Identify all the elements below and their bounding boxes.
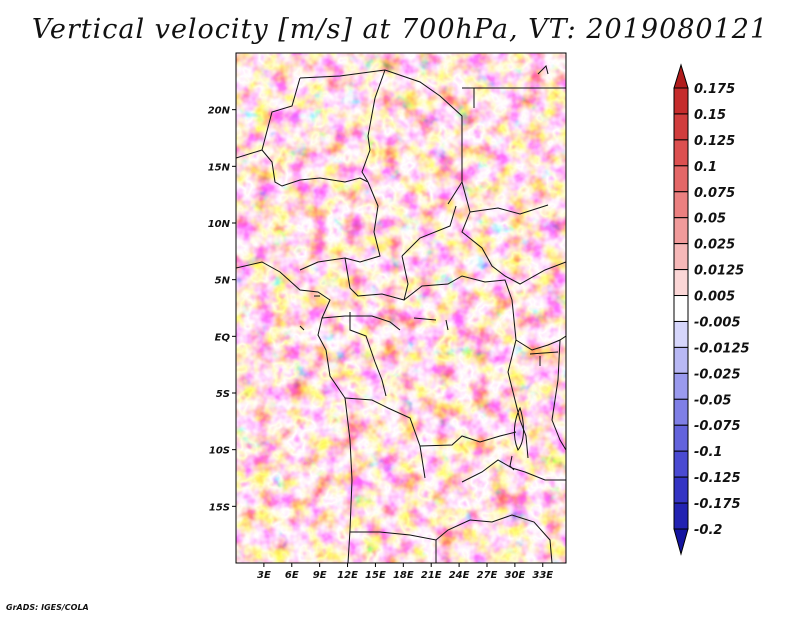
lon-tick-label: 33E [532,570,553,581]
colorbar-label: -0.075 [694,419,741,434]
colorbar-label: -0.125 [694,471,741,486]
colorbar-label: -0.0125 [694,341,750,356]
colorbar-label: -0.005 [694,315,741,330]
lon-tick-label: 27E [477,570,498,581]
colorbar-segment [673,502,689,530]
colorbar-segment [673,269,689,297]
lon-tick-label: 12E [337,570,358,581]
colorbar-label: 0.005 [694,290,735,305]
map-frame [235,52,567,564]
lon-tick-label: 21E [421,570,442,581]
colorbar-label: 0.05 [694,212,726,227]
colorbar-label: -0.025 [694,367,741,382]
colorbar-segment [673,476,689,504]
colorbar-segment [673,320,689,348]
chart-title: Vertical velocity [m/s] at 700hPa, VT: 2… [31,14,769,45]
lon-tick-label: 15E [365,570,386,581]
colorbar-segment [673,450,689,478]
colorbar-under-triangle [673,528,689,556]
lat-tick-label: 15N [208,162,231,173]
colorbar-segment [673,165,689,193]
colorbar-segment [673,113,689,141]
lon-tick-label: 30E [504,570,525,581]
colorbar-label: -0.2 [694,523,722,538]
colorbar: 0.175 0.15 0.125 0.1 0.075 0.05 0.025 0.0125 0.0… [673,63,750,556]
lat-tick-label: 20N [208,106,231,117]
colorbar-segment [673,217,689,245]
lat-tick-label: 15S [209,502,230,513]
colorbar-segment [673,372,689,400]
lon-tick-label: 18E [393,570,414,581]
map-panel: 20N 15N 10N 5N EQ 5S 10S 15S 3E 6E 9E 12E 15E 18E 21E… [208,52,567,581]
footer-credit: GrADS: IGES/COLA [6,603,89,612]
colorbar-label: -0.175 [694,497,741,512]
lon-tick-label: 3E [257,570,271,581]
lat-tick-label: 5N [215,276,231,287]
colorbar-label: 0.0125 [694,264,744,279]
velocity-field [236,53,566,563]
colorbar-segment [673,139,689,167]
colorbar-segment [673,424,689,452]
lon-tick-label: 24E [449,570,470,581]
colorbar-segment [673,191,689,219]
colorbar-label: 0.075 [694,186,735,201]
lat-tick-label: 5S [216,389,230,400]
lat-tick-label: 10S [209,446,230,457]
colorbar-label: 0.1 [694,160,717,175]
colorbar-over-triangle [673,63,689,89]
colorbar-segment [673,398,689,426]
longitude-axis: 3E 6E 9E 12E 15E 18E 21E 24E 27E 30E 33E [257,563,553,581]
colorbar-segment [673,243,689,271]
colorbar-label: 0.125 [694,134,735,149]
colorbar-label: -0.05 [694,393,731,408]
country-borders [236,65,566,563]
colorbar-label: 0.025 [694,238,735,253]
latitude-axis: 20N 15N 10N 5N EQ 5S 10S 15S [208,106,236,513]
colorbar-segment [673,346,689,374]
lat-tick-label: EQ [215,332,231,343]
colorbar-label: 0.175 [694,82,735,97]
lon-tick-label: 6E [285,570,299,581]
colorbar-label: 0.15 [694,108,726,123]
colorbar-label: -0.1 [694,445,722,460]
colorbar-segment [673,87,689,115]
lon-tick-label: 9E [313,570,327,581]
colorbar-segment [673,295,689,322]
lat-tick-label: 10N [208,219,231,230]
